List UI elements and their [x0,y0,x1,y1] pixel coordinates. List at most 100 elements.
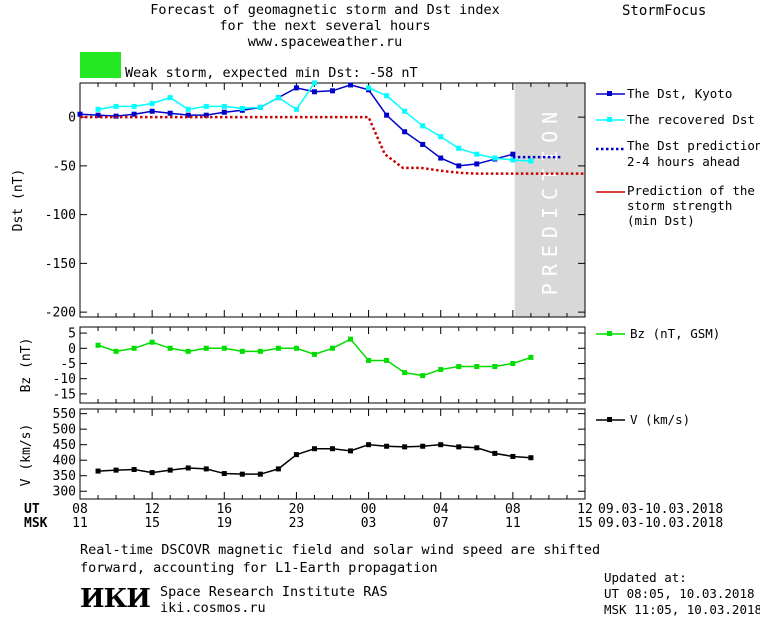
data-point [384,112,390,118]
series-line [368,87,531,162]
dst-panel: PREDICTION 0 -50 -100 -150 -200 Dst (nT) [11,80,586,321]
data-point [95,106,101,112]
data-point [492,450,498,456]
data-point [311,351,317,357]
msk-tick-label: 15 [144,516,160,531]
data-point [293,452,299,458]
organization-link[interactable]: iki.cosmos.ru [160,600,266,616]
msk-tick-label: 07 [433,516,449,531]
data-point [221,103,227,109]
ut-tick-label: 16 [216,502,232,517]
data-point [366,85,372,91]
data-point [348,82,354,88]
data-point [293,85,299,91]
legend-prediction-label: 2-4 hours ahead [627,154,740,169]
bz-panel: 50-5-10-15 Bz (nT) [19,326,586,404]
ut-tick-label: 04 [433,502,449,517]
iki-logo: ИКИ [80,584,151,614]
legend-bz-marker [607,331,612,336]
y-tick-label: -15 [53,387,76,402]
title-line: Forecast of geomagnetic storm and Dst in… [150,2,500,18]
data-point [239,471,245,477]
data-point [402,129,408,135]
data-point [402,444,408,450]
organization-info: Space Research Institute RAS iki.cosmos.… [160,584,388,616]
title-line: for the next several hours [219,18,431,34]
data-point [149,100,155,106]
y-tick-label: 5 [68,327,76,342]
data-point [474,364,480,370]
data-point [348,448,354,454]
series-line [80,115,585,175]
y-tick-label: 300 [53,485,76,500]
legend-prediction-label: The Dst prediction [627,138,760,153]
data-point [131,345,137,351]
legend-strength-label: Prediction of the [627,183,755,198]
y-tick-label: -5 [60,357,76,372]
plot-frame [79,326,586,404]
data-point [167,345,173,351]
data-point [113,348,119,354]
y-tick-label: -10 [53,372,76,387]
footnote-line: Real-time DSCOVR magnetic field and sola… [80,542,601,558]
data-point [492,155,498,161]
data-point [257,348,263,354]
data-point [456,364,462,370]
series-line [97,338,532,377]
legend-kyoto-marker [607,91,612,96]
data-point [167,467,173,473]
data-point [510,151,516,157]
data-point [330,88,335,94]
data-point [185,112,191,118]
plot-frame [79,408,586,500]
data-point [131,467,137,473]
y-axis-label: Dst (nT) [11,169,26,232]
data-point [420,373,426,379]
legend-recovered-label: The recovered Dst [627,112,755,127]
legend-v-marker [607,417,612,422]
msk-tick-label: 23 [289,516,305,531]
legend-strength-label: storm strength [627,198,732,213]
ut-tick-label: 12 [144,502,160,517]
data-point [167,95,173,101]
time-axis: UT MSK 09.03-10.03.2018 09.03-10.03.2018… [24,502,723,531]
organization-name: Space Research Institute RAS [160,584,388,600]
data-point [185,465,191,471]
y-tick-label: 0 [68,342,76,357]
data-point [438,134,444,140]
data-point [402,370,408,376]
ut-date-range: 09.03-10.03.2018 [598,502,723,517]
data-point [456,444,462,450]
data-point [456,163,462,169]
data-point [438,367,444,373]
legend-strength-label: (min Dst) [627,213,695,228]
ut-tick-label: 00 [361,502,377,517]
footnote: Real-time DSCOVR magnetic field and sola… [80,541,600,577]
data-point [402,108,408,114]
y-tick-label: 550 [53,407,76,422]
data-point [311,89,317,95]
data-point [384,357,390,363]
data-point [438,155,444,161]
data-point [149,339,155,345]
legend: The Dst, Kyoto The recovered Dst The Dst… [596,86,760,427]
data-point [77,111,83,117]
data-point [474,445,480,451]
y-tick-label: 400 [53,454,76,469]
data-point [311,80,317,86]
data-point [275,466,281,472]
msk-tick-label: 11 [72,516,88,531]
chart-title: Forecast of geomagnetic storm and Dst in… [110,2,540,50]
data-point [528,455,534,461]
footnote-line: forward, accounting for L1-Earth propaga… [80,560,438,576]
legend-v-label: V (km/s) [630,412,690,427]
updated-ut: UT 08:05, 10.03.2018 [604,586,755,601]
legend-recovered-marker [607,117,612,122]
data-point [492,364,498,370]
data-point [474,151,480,157]
data-point [95,468,101,474]
data-point [203,103,209,109]
data-point [113,103,119,109]
data-point [221,345,227,351]
data-point [456,145,462,151]
